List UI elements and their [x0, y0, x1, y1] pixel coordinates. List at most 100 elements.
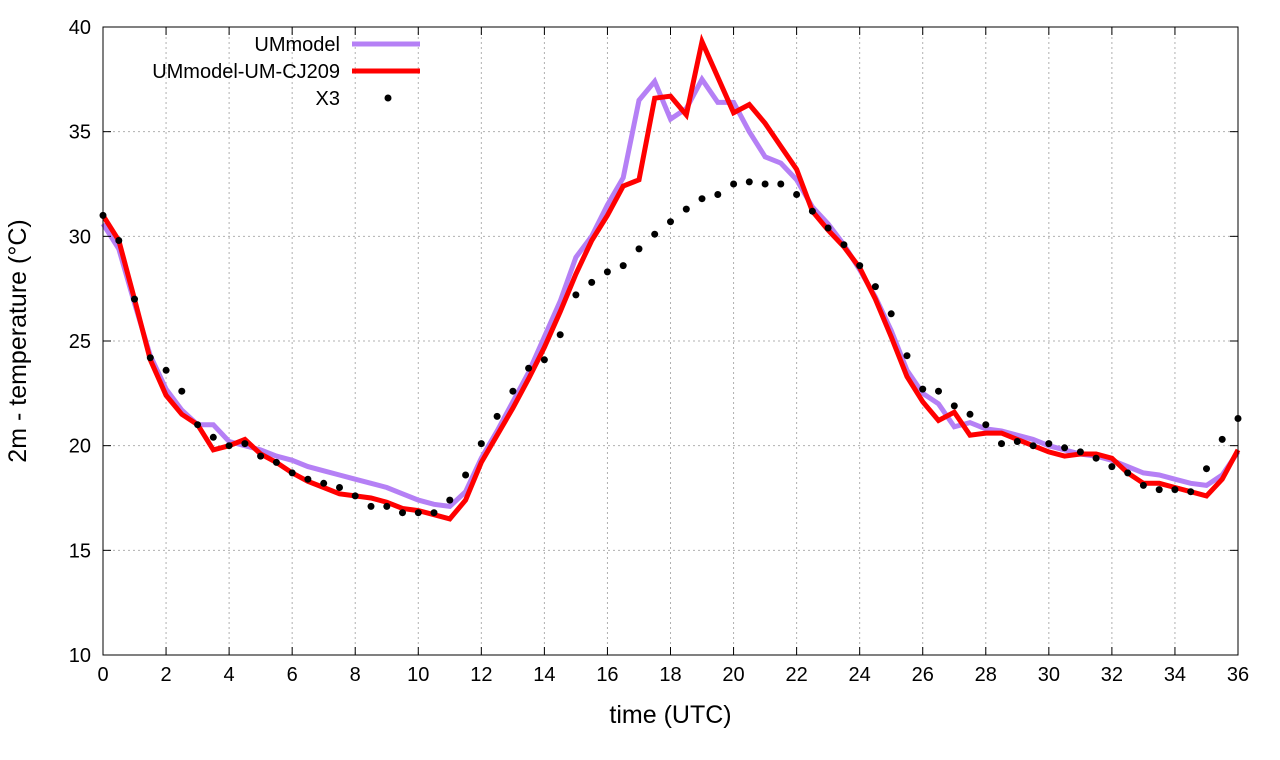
data-point	[1076, 448, 1084, 456]
data-point	[556, 331, 564, 339]
x-tick-label: 24	[849, 664, 871, 686]
data-point	[1045, 440, 1053, 448]
y-tick-label: 20	[69, 436, 91, 458]
data-point	[115, 237, 123, 244]
legend: UMmodel UMmodel-UM-CJ209 X3	[152, 34, 420, 110]
x-tick-label: 0	[97, 664, 108, 686]
data-point	[1029, 442, 1037, 450]
x-tick-label: 4	[224, 664, 235, 686]
series-points-x3	[99, 178, 1242, 517]
y-tick-label: 15	[69, 540, 91, 562]
x-tick-label: 26	[912, 664, 934, 686]
axis-ticks: 0 2 4 6 8 10 12 14 16 18 20 22 24 26 28 30 32 34 361015202…	[69, 17, 1249, 686]
data-point	[730, 180, 738, 188]
data-point	[1187, 488, 1195, 496]
data-point	[777, 180, 785, 188]
x-tick-label: 20	[722, 664, 744, 686]
data-point	[982, 421, 990, 429]
y-tick-label: 10	[69, 645, 91, 667]
data-point	[131, 295, 138, 303]
data-point	[588, 278, 596, 286]
x-tick-label: 2	[160, 664, 171, 686]
legend-swatch-x3	[384, 94, 392, 102]
data-point	[493, 412, 501, 420]
legend-label: X3	[316, 88, 340, 110]
data-point	[745, 178, 753, 186]
data-point	[950, 402, 958, 410]
legend-item-ummodel-um-cj209: UMmodel-UM-CJ209	[152, 61, 420, 83]
data-point	[178, 387, 186, 395]
data-point	[966, 410, 974, 418]
data-point	[1013, 438, 1021, 445]
data-point	[241, 440, 249, 448]
data-point	[272, 458, 280, 466]
legend-label: UMmodel-UM-CJ209	[152, 61, 340, 83]
data-point	[1155, 486, 1163, 494]
data-point	[714, 191, 722, 198]
x-tick-label: 34	[1164, 664, 1186, 686]
y-tick-label: 30	[69, 226, 91, 248]
data-point	[619, 262, 627, 270]
data-point	[1108, 463, 1116, 471]
x-tick-label: 32	[1101, 664, 1123, 686]
data-point	[651, 230, 659, 238]
data-point	[399, 509, 406, 517]
y-tick-label: 25	[69, 331, 91, 353]
data-point	[698, 195, 706, 203]
x-tick-label: 12	[470, 664, 492, 686]
data-point	[477, 440, 485, 448]
data-point	[682, 205, 690, 213]
data-point	[209, 433, 217, 441]
data-point	[304, 475, 312, 483]
data-point	[525, 364, 533, 372]
data-point	[1092, 454, 1100, 462]
x-tick-label: 30	[1038, 664, 1060, 686]
data-point	[572, 291, 580, 299]
data-point	[635, 245, 643, 253]
legend-item-x3: X3	[316, 88, 392, 110]
data-point	[288, 469, 296, 477]
x-tick-label: 10	[407, 664, 429, 686]
data-point	[336, 484, 343, 491]
data-point	[383, 502, 391, 510]
data-point	[919, 385, 927, 393]
series-layer	[99, 33, 1242, 522]
data-point	[903, 352, 911, 360]
data-point	[1124, 469, 1132, 477]
data-point	[367, 502, 375, 510]
data-point	[998, 440, 1005, 448]
data-point	[320, 479, 328, 487]
x-tick-label: 22	[785, 664, 807, 686]
data-point	[824, 224, 832, 232]
data-point	[225, 442, 233, 450]
data-point	[462, 471, 470, 479]
data-point	[540, 356, 548, 364]
data-point	[840, 241, 848, 249]
data-point	[1061, 444, 1069, 452]
data-point	[351, 492, 359, 500]
data-point	[667, 218, 674, 226]
data-point	[603, 268, 611, 276]
x-tick-label: 14	[533, 664, 555, 686]
legend-label: UMmodel	[254, 34, 340, 56]
legend-item-ummodel: UMmodel	[254, 34, 420, 56]
data-point	[1139, 481, 1147, 489]
data-point	[887, 310, 895, 318]
data-point	[1218, 435, 1226, 443]
data-point	[146, 354, 154, 362]
data-point	[761, 180, 769, 188]
data-point	[257, 452, 265, 460]
data-point	[446, 496, 454, 504]
data-point	[808, 207, 816, 215]
y-tick-label: 40	[69, 17, 91, 39]
data-point	[935, 387, 942, 395]
x-tick-label: 8	[350, 664, 361, 686]
x-tick-label: 36	[1227, 664, 1249, 686]
y-tick-label: 35	[69, 122, 91, 144]
data-point	[1171, 486, 1179, 494]
x-tick-label: 28	[975, 664, 997, 686]
x-tick-label: 18	[659, 664, 681, 686]
data-point	[856, 262, 864, 270]
x-tick-label: 6	[287, 664, 298, 686]
